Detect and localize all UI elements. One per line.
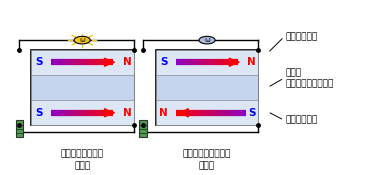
Text: ω: ω xyxy=(79,37,85,43)
Text: ω: ω xyxy=(204,37,210,43)
Bar xyxy=(139,120,147,137)
Text: ナノ磁石電極: ナノ磁石電極 xyxy=(286,116,318,125)
Text: S: S xyxy=(35,108,43,118)
Bar xyxy=(156,50,258,75)
Bar xyxy=(31,75,134,100)
Bar xyxy=(156,50,258,125)
Bar xyxy=(156,75,258,100)
Circle shape xyxy=(74,36,90,44)
Text: S: S xyxy=(35,57,43,67)
Bar xyxy=(16,120,23,137)
Text: N: N xyxy=(159,108,168,118)
Text: S: S xyxy=(248,108,256,118)
Text: S: S xyxy=(160,57,168,67)
Text: 絶縁層
（トンネル障壁層）: 絶縁層 （トンネル障壁層） xyxy=(286,68,334,88)
Text: N: N xyxy=(248,57,256,67)
Text: ナノ磁石電極: ナノ磁石電極 xyxy=(286,32,318,41)
Text: 磁極の向きが平行: 磁極の向きが平行 xyxy=(61,149,104,158)
Bar xyxy=(156,100,258,125)
Bar xyxy=(31,50,134,75)
Circle shape xyxy=(199,36,215,44)
Bar xyxy=(31,100,134,125)
Text: N: N xyxy=(122,108,131,118)
Text: N: N xyxy=(122,57,131,67)
Text: 抵抗大: 抵抗大 xyxy=(199,161,215,170)
Bar xyxy=(31,50,134,125)
Text: 抵抗小: 抵抗小 xyxy=(74,161,90,170)
Text: 磁石の向きが反平行: 磁石の向きが反平行 xyxy=(183,149,231,158)
